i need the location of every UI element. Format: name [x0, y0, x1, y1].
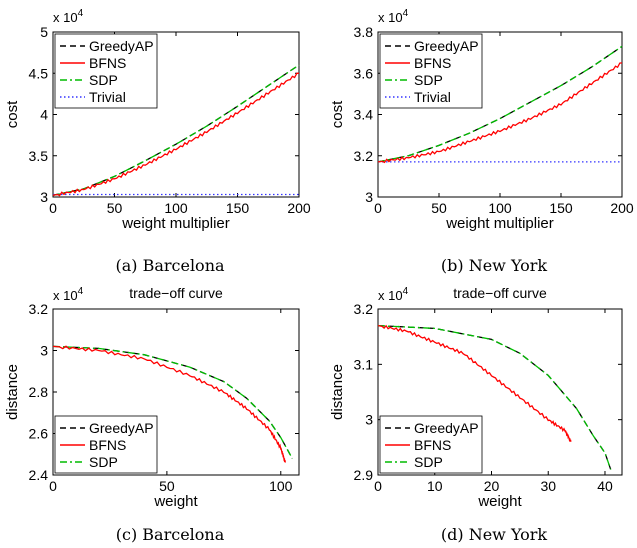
series-line-bfns: [52, 345, 286, 463]
x-tick-label: 0: [374, 200, 382, 216]
x-tick-label: 100: [269, 478, 293, 494]
x-tick-label: 0: [49, 478, 57, 494]
x-tick-label: 40: [597, 478, 613, 494]
x-tick-label: 0: [374, 478, 382, 494]
y-tick-label: 3: [40, 343, 48, 359]
axis-multiplier: x 104: [53, 286, 84, 303]
x-axis-label: weight multiplier: [121, 215, 230, 232]
x-tick-label: 150: [549, 200, 573, 216]
y-tick-label: 3: [365, 412, 373, 428]
legend-label: BFNS: [414, 55, 451, 71]
chart-title: trade−off curve: [453, 285, 547, 301]
y-axis-label: distance: [329, 364, 346, 420]
legend-label: SDP: [414, 72, 443, 88]
y-tick-label: 2.6: [29, 426, 49, 442]
axis-multiplier: x 104: [53, 8, 84, 25]
series-line-bfns: [52, 72, 299, 197]
legend-label: GreedyAP: [89, 420, 154, 436]
series-line-sdp: [377, 45, 623, 163]
x-tick-label: 50: [159, 478, 175, 494]
x-tick-label: 200: [287, 200, 311, 216]
x-axis-label: weight: [477, 493, 522, 510]
series-line-bfns: [377, 62, 623, 164]
legend-label: GreedyAP: [414, 38, 479, 54]
legend-label: BFNS: [89, 437, 126, 453]
legend-label: SDP: [414, 454, 443, 470]
y-tick-label: 2.8: [29, 384, 49, 400]
y-tick-label: 2.4: [29, 467, 49, 483]
y-tick-label: 3.1: [354, 356, 374, 372]
x-tick-label: 150: [226, 200, 250, 216]
x-axis-label: weight multiplier: [445, 215, 554, 232]
chart-panel-1: 0 50 100 150 200 3 3.2 3.4 3.6 3.8x 104 weight mul…: [329, 8, 634, 275]
series-line-sdp: [52, 345, 293, 459]
y-tick-label: 3: [365, 189, 373, 205]
y-tick-label: 3.2: [354, 148, 374, 164]
y-tick-label: 2.9: [354, 467, 374, 483]
chart-panel-2: 0 50 100 2.4 2.6 2.8 3 3.2x 104 trade−off curve w…: [4, 285, 300, 544]
y-tick-label: 5: [40, 24, 48, 40]
series-line-sdp: [377, 324, 612, 470]
y-tick-label: 3.4: [354, 107, 374, 123]
axis-multiplier: x 104: [378, 8, 409, 25]
x-tick-label: 30: [540, 478, 556, 494]
y-axis-label: distance: [4, 364, 21, 420]
legend-label: GreedyAP: [414, 420, 479, 436]
chart-panel-3: 0 10 20 30 40 2.9 3 3.1 3.2x 104 trade−off curve w…: [329, 285, 623, 544]
legend-label: BFNS: [89, 55, 126, 71]
series-line-sdp: [52, 64, 300, 196]
y-axis-label: cost: [329, 100, 346, 128]
x-tick-label: 20: [484, 478, 500, 494]
y-tick-label: 3.8: [354, 24, 374, 40]
legend-label: GreedyAP: [89, 38, 154, 54]
legend-label: Trivial: [414, 89, 451, 105]
x-tick-label: 200: [610, 200, 634, 216]
y-axis-label: cost: [4, 100, 21, 128]
y-tick-label: 3.6: [354, 65, 374, 81]
y-tick-label: 3: [40, 189, 48, 205]
x-tick-label: 50: [431, 200, 447, 216]
y-tick-label: 4: [40, 107, 48, 123]
figure-caption: (b) New York: [441, 256, 548, 275]
x-tick-label: 100: [488, 200, 512, 216]
y-tick-label: 4.5: [29, 65, 49, 81]
axis-multiplier: x 104: [378, 286, 409, 303]
x-tick-label: 10: [427, 478, 443, 494]
x-tick-label: 0: [49, 200, 57, 216]
figure-caption: (a) Barcelona: [115, 256, 225, 275]
y-tick-label: 3.5: [29, 148, 49, 164]
x-tick-label: 100: [164, 200, 188, 216]
x-tick-label: 50: [107, 200, 123, 216]
y-tick-label: 3.2: [354, 301, 374, 317]
legend-label: SDP: [89, 72, 118, 88]
y-tick-label: 3.2: [29, 301, 49, 317]
legend-label: SDP: [89, 454, 118, 470]
legend-label: BFNS: [414, 437, 451, 453]
chart-title: trade−off curve: [129, 285, 223, 301]
legend-label: Trivial: [89, 89, 126, 105]
x-axis-label: weight: [153, 493, 198, 510]
figure-caption: (c) Barcelona: [116, 525, 225, 544]
figure-caption: (d) New York: [441, 525, 548, 544]
chart-panel-0: 0 50 100 150 200 3 3.5 4 4.5 5 x 104 weight multipl…: [4, 8, 311, 275]
series-line-bfns: [377, 324, 572, 442]
